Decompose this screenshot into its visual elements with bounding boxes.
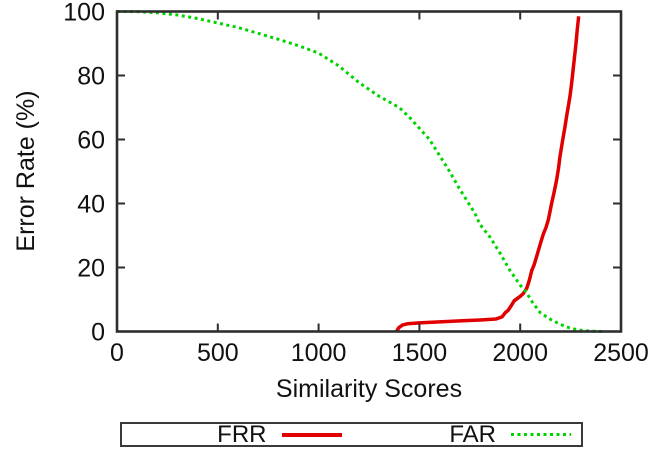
frr-curve bbox=[394, 16, 581, 333]
y-tick-label: 80 bbox=[77, 63, 105, 91]
x-tick-label: 0 bbox=[110, 339, 124, 367]
y-tick-label: 0 bbox=[91, 319, 105, 347]
legend-label-far: FAR bbox=[449, 421, 496, 448]
y-tick-label: 60 bbox=[77, 127, 105, 155]
x-tick-label: 2500 bbox=[593, 339, 649, 367]
legend-label-frr: FRR bbox=[217, 421, 267, 448]
x-tick-label: 2000 bbox=[492, 339, 548, 367]
y-tick-label: 40 bbox=[77, 191, 105, 219]
x-tick-label: 1000 bbox=[291, 339, 347, 367]
x-tick-label: 500 bbox=[197, 339, 239, 367]
y-tick-label: 20 bbox=[77, 255, 105, 283]
y-axis-title: Error Rate (%) bbox=[12, 90, 40, 252]
legend-box: FRR FAR bbox=[120, 422, 583, 447]
x-axis-title: Similarity Scores bbox=[275, 375, 463, 403]
y-tick-label: 100 bbox=[63, 0, 105, 27]
legend-entry-frr: FRR bbox=[122, 421, 352, 448]
legend-entry-far: FAR bbox=[352, 421, 582, 448]
plot-border bbox=[115, 10, 623, 333]
far-curve bbox=[117, 10, 605, 333]
frr-line-sample bbox=[281, 432, 342, 437]
far-line-sample bbox=[511, 433, 571, 436]
x-tick-label: 1500 bbox=[392, 339, 448, 367]
